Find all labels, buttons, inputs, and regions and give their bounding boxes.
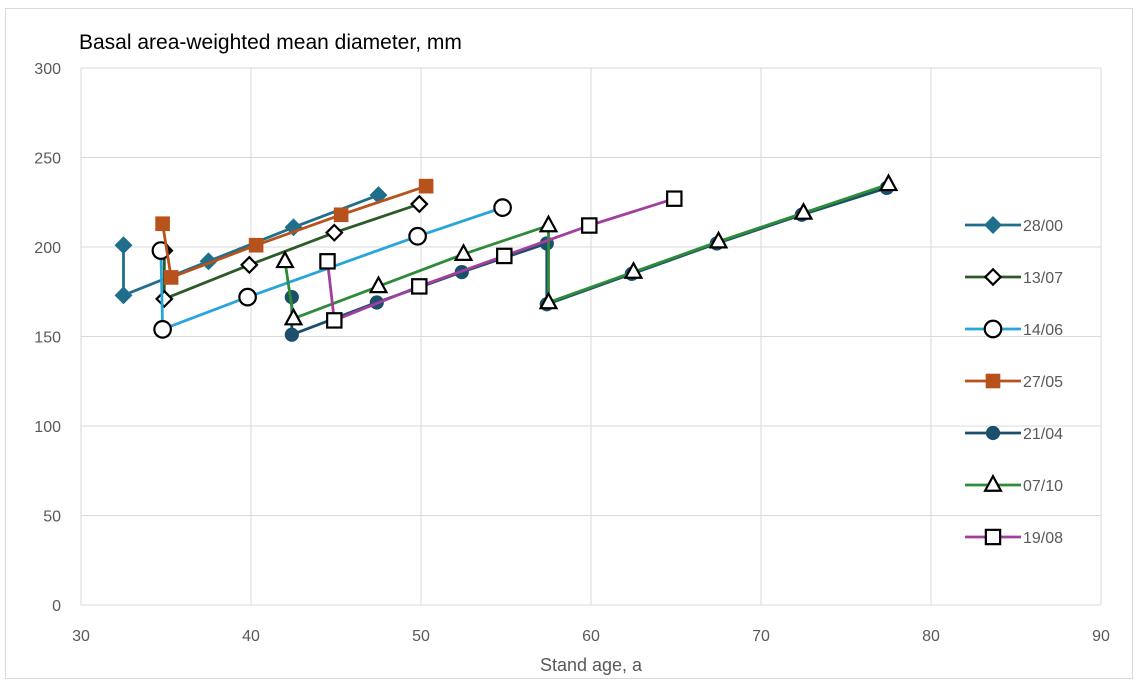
legend-item: 14/06 — [965, 319, 1063, 339]
data-point — [326, 312, 343, 329]
data-point — [496, 247, 513, 265]
plot-series — [114, 173, 899, 342]
data-point — [283, 307, 304, 326]
y-tick-label: 150 — [34, 330, 61, 347]
data-point — [411, 278, 428, 295]
data-point — [538, 214, 559, 233]
series-19-08 — [319, 190, 683, 329]
data-point — [155, 216, 170, 232]
data-point — [275, 250, 295, 269]
legend-item: 27/05 — [965, 373, 1063, 391]
x-tick-label: 50 — [412, 628, 430, 645]
legend-item: 28/00 — [965, 216, 1063, 235]
chart-area — [5, 8, 1133, 679]
data-point — [333, 207, 349, 223]
data-point — [984, 216, 1002, 234]
y-tick-label: 0 — [52, 598, 61, 615]
chart-title: Basal area-weighted mean diameter, mm — [79, 31, 462, 54]
data-point — [793, 201, 814, 220]
series-07-10 — [275, 173, 899, 326]
x-axis-title: Stand age, a — [540, 655, 643, 675]
legend-item: 13/07 — [965, 267, 1063, 287]
data-point — [453, 243, 474, 261]
legend-item: 19/08 — [965, 528, 1063, 547]
data-point — [153, 319, 172, 339]
data-point — [163, 270, 179, 285]
data-point — [493, 198, 512, 217]
legend-label: 27/05 — [1023, 374, 1063, 391]
series-line — [283, 183, 889, 321]
legend-item: 07/10 — [965, 473, 1063, 495]
data-point — [666, 190, 683, 207]
data-point — [878, 173, 899, 192]
x-tick-label: 90 — [1092, 628, 1110, 645]
series-27-05 — [155, 178, 434, 285]
y-tick-label: 200 — [34, 240, 61, 257]
data-point — [408, 226, 427, 246]
legend-label: 14/06 — [1023, 322, 1063, 339]
data-point — [708, 230, 729, 249]
y-tick-label: 50 — [43, 509, 61, 526]
y-tick-label: 250 — [34, 151, 61, 168]
data-point — [985, 373, 1001, 389]
legend-label: 13/07 — [1023, 270, 1063, 287]
legend-label: 21/04 — [1023, 426, 1063, 443]
series-14-06 — [151, 198, 512, 339]
legend: 28/00 13/07 14/06 27/05 21/04 07/10 19/08 — [965, 216, 1063, 547]
data-point — [114, 286, 133, 305]
data-point — [985, 425, 1001, 441]
x-tick-label: 80 — [922, 628, 940, 645]
legend-label: 19/08 — [1023, 530, 1063, 547]
data-point — [319, 253, 336, 270]
data-point — [248, 237, 264, 253]
y-tick-labels: 0 50 100 150 200 250 300 — [34, 61, 61, 615]
data-point — [114, 236, 133, 255]
data-point — [325, 223, 344, 242]
data-point — [240, 255, 259, 275]
data-point — [155, 289, 174, 309]
series-line — [326, 197, 675, 322]
data-point — [983, 267, 1003, 287]
legend-label: 07/10 — [1023, 478, 1063, 495]
data-point — [368, 275, 389, 294]
data-point — [983, 319, 1003, 339]
gridlines — [80, 67, 1102, 606]
data-point — [238, 287, 257, 307]
data-point — [623, 260, 644, 279]
x-tick-label: 40 — [242, 628, 260, 645]
data-point — [984, 528, 1002, 546]
data-point — [410, 194, 429, 214]
x-tick-labels: 30 40 50 60 70 80 90 — [72, 628, 1110, 645]
y-tick-label: 100 — [34, 419, 61, 436]
data-point — [983, 473, 1003, 492]
data-point — [538, 291, 559, 310]
data-point — [418, 178, 434, 194]
x-tick-label: 70 — [752, 628, 770, 645]
data-point — [284, 327, 299, 342]
data-point — [581, 217, 598, 234]
y-tick-label: 300 — [34, 61, 61, 78]
x-tick-label: 30 — [72, 628, 90, 645]
legend-item: 21/04 — [965, 425, 1063, 443]
legend-label: 28/00 — [1023, 218, 1063, 235]
x-tick-label: 60 — [582, 628, 600, 645]
